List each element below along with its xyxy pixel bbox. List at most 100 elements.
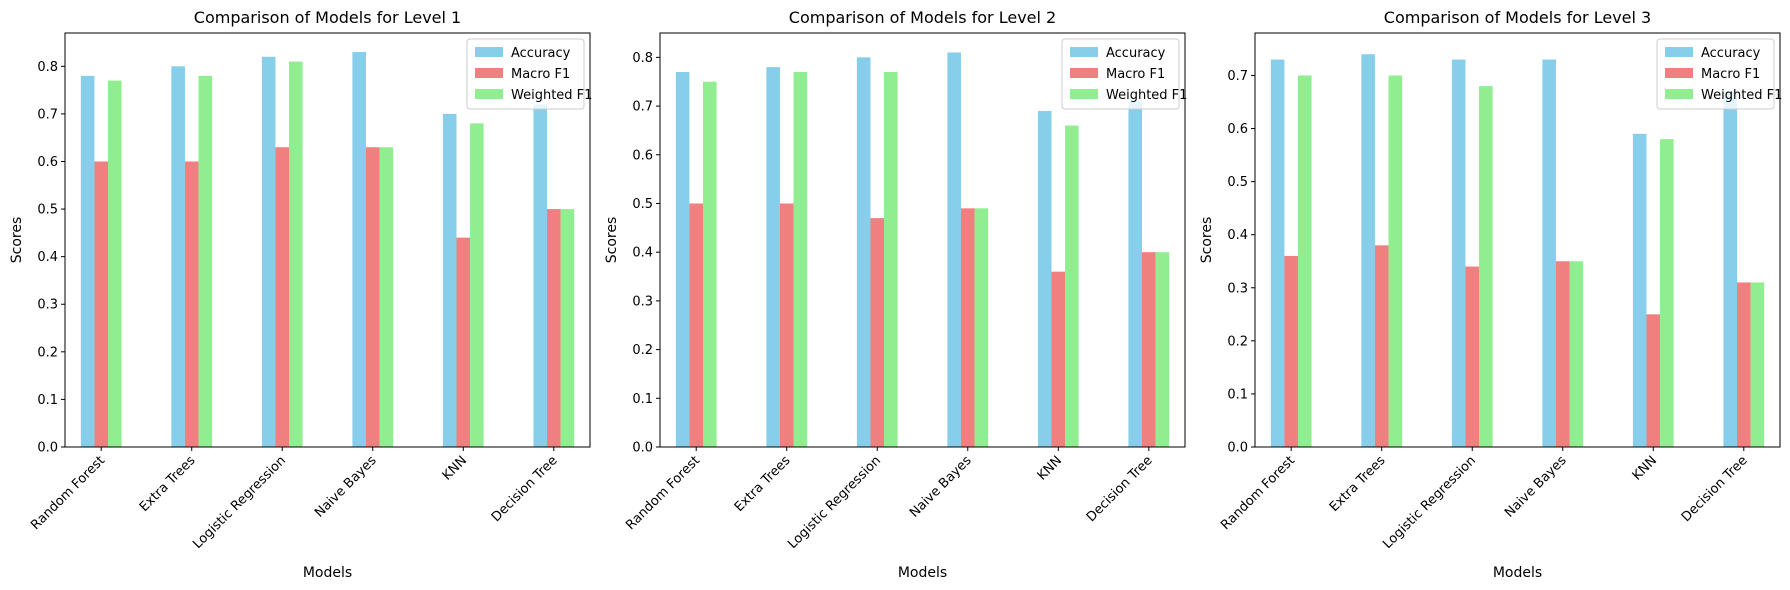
bar-macro-f1-5 xyxy=(547,209,561,447)
bar-weighted-f1-5 xyxy=(560,209,575,447)
y-tick-label: 0.3 xyxy=(1227,281,1248,296)
bar-accuracy-1 xyxy=(1361,54,1375,447)
bar-accuracy-3 xyxy=(947,52,961,447)
x-tick-label: Random Forest xyxy=(28,453,108,533)
y-tick-label: 0.6 xyxy=(632,148,653,163)
legend-swatch xyxy=(1070,89,1098,99)
bar-macro-f1-2 xyxy=(275,147,290,447)
x-tick-label: KNN xyxy=(1630,453,1660,483)
legend-swatch xyxy=(1070,47,1098,57)
bar-weighted-f1-3 xyxy=(379,147,394,447)
bar-weighted-f1-4 xyxy=(1065,125,1079,447)
bar-accuracy-5 xyxy=(1128,101,1143,447)
y-tick-label: 0.7 xyxy=(632,100,653,115)
x-tick-label: KNN xyxy=(440,453,470,483)
bar-accuracy-4 xyxy=(1632,133,1647,447)
x-tick-label: Random Forest xyxy=(1218,453,1298,533)
x-axis-label: Models xyxy=(1493,565,1542,581)
legend: Accuracy Macro F1 Weighted F1 xyxy=(466,38,592,110)
x-tick-label: Naive Bayes xyxy=(312,453,380,521)
legend-swatch xyxy=(475,47,503,57)
bar-accuracy-0 xyxy=(1270,59,1285,447)
bar-weighted-f1-5 xyxy=(1155,252,1170,447)
bar-accuracy-2 xyxy=(1451,59,1466,447)
legend: Accuracy Macro F1 Weighted F1 xyxy=(1061,38,1187,110)
bar-weighted-f1-2 xyxy=(289,61,303,448)
chart-panel-3: 0.0 0.1 0.2 0.3 0.4 0.5 0.6 0.7 Random Forest Ext… xyxy=(1199,8,1782,581)
y-axis-label: Scores xyxy=(604,217,620,264)
y-tick-label: 0.1 xyxy=(1227,387,1248,402)
y-tick-label: 0.0 xyxy=(1227,441,1248,456)
legend-swatch xyxy=(1665,68,1693,78)
y-tick-label: 0.0 xyxy=(37,441,58,456)
bar-macro-f1-0 xyxy=(689,203,703,447)
bar-accuracy-1 xyxy=(171,66,185,447)
legend-entry: Macro F1 xyxy=(1701,67,1760,82)
y-tick-label: 0.7 xyxy=(37,107,58,122)
bar-accuracy-2 xyxy=(261,56,276,447)
bar-macro-f1-4 xyxy=(1646,314,1661,447)
y-tick-label: 0.2 xyxy=(632,343,653,358)
legend-swatch xyxy=(475,68,503,78)
y-tick-label: 0.5 xyxy=(1227,175,1248,190)
bar-weighted-f1-1 xyxy=(793,71,808,448)
y-tick-label: 0.0 xyxy=(632,441,653,456)
bar-weighted-f1-2 xyxy=(1479,86,1493,447)
bar-macro-f1-1 xyxy=(779,203,794,447)
legend-entry: Weighted F1 xyxy=(1106,88,1187,103)
x-tick-label: Decision Tree xyxy=(1679,453,1751,525)
bar-macro-f1-3 xyxy=(960,208,975,447)
y-axis-label: Scores xyxy=(1199,217,1215,264)
bar-macro-f1-3 xyxy=(365,147,380,447)
legend-swatch xyxy=(1070,68,1098,78)
bar-weighted-f1-1 xyxy=(1388,75,1403,448)
bar-accuracy-3 xyxy=(352,52,366,447)
bar-weighted-f1-3 xyxy=(1569,261,1584,447)
legend-entry: Macro F1 xyxy=(1106,67,1165,82)
bar-weighted-f1-0 xyxy=(1298,75,1312,448)
y-tick-label: 0.8 xyxy=(632,51,653,66)
y-tick-label: 0.4 xyxy=(37,250,58,265)
x-tick-label: Logistic Regression xyxy=(1380,453,1479,552)
x-axis-label: Models xyxy=(898,565,947,581)
axes-frame xyxy=(1254,32,1781,448)
legend-entry: Weighted F1 xyxy=(1701,88,1782,103)
bar-macro-f1-0 xyxy=(94,161,108,448)
x-tick-label: Random Forest xyxy=(623,453,703,533)
y-tick-label: 0.6 xyxy=(1227,122,1248,137)
bar-accuracy-4 xyxy=(1037,110,1052,448)
x-tick-label: Naive Bayes xyxy=(1502,453,1570,521)
y-tick-label: 0.4 xyxy=(1227,228,1248,243)
bar-weighted-f1-4 xyxy=(470,123,484,447)
y-axis-label: Scores xyxy=(9,217,25,264)
bar-macro-f1-2 xyxy=(870,218,885,447)
bar-accuracy-4 xyxy=(442,113,457,448)
y-tick-label: 0.4 xyxy=(632,246,653,261)
x-tick-label: Extra Trees xyxy=(1327,453,1389,515)
x-tick-label: Logistic Regression xyxy=(190,453,289,552)
legend-entry: Accuracy xyxy=(1106,46,1166,61)
x-tick-label: Extra Trees xyxy=(137,453,199,515)
x-tick-label: Logistic Regression xyxy=(785,453,884,552)
bar-weighted-f1-3 xyxy=(974,208,989,447)
chart-panel-2: 0.0 0.1 0.2 0.3 0.4 0.5 0.6 0.7 0.8 Random Forest… xyxy=(604,8,1187,581)
bar-accuracy-0 xyxy=(675,71,690,448)
legend-entry: Accuracy xyxy=(511,46,571,61)
bar-macro-f1-5 xyxy=(1737,282,1751,447)
bar-weighted-f1-1 xyxy=(198,75,213,447)
legend-swatch xyxy=(475,89,503,99)
y-tick-label: 0.1 xyxy=(37,393,58,408)
bar-macro-f1-5 xyxy=(1142,252,1156,447)
x-tick-label: KNN xyxy=(1035,453,1065,483)
y-tick-label: 0.1 xyxy=(632,392,653,407)
bar-weighted-f1-5 xyxy=(1750,282,1765,447)
bar-accuracy-5 xyxy=(533,104,548,447)
y-tick-label: 0.5 xyxy=(37,203,58,218)
bar-macro-f1-1 xyxy=(1374,245,1389,447)
x-axis-label: Models xyxy=(303,565,352,581)
bar-accuracy-0 xyxy=(80,75,95,447)
legend-swatch xyxy=(1665,89,1693,99)
legend-swatch xyxy=(1665,47,1693,57)
bar-macro-f1-3 xyxy=(1555,261,1570,447)
